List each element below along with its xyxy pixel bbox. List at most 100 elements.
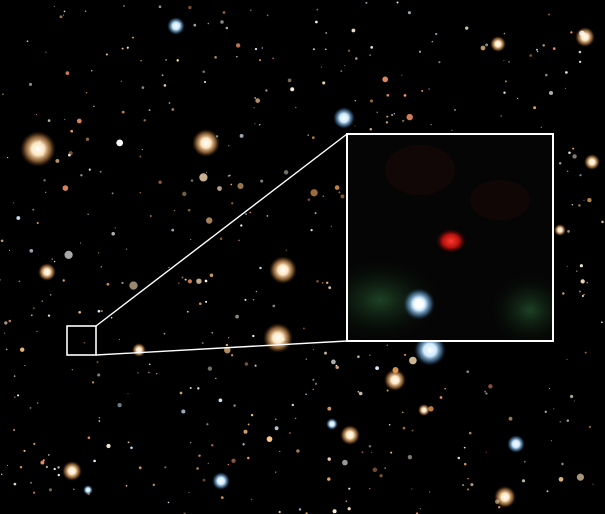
field-star [125,248,128,250]
field-star [32,307,35,310]
field-star [508,61,510,63]
field-star [396,1,399,4]
field-star [62,185,69,191]
field-star [302,327,305,330]
field-star [29,248,34,253]
field-star [149,215,152,217]
field-star [132,36,134,39]
field-star [219,237,223,241]
field-star [470,483,474,487]
field-star [552,47,556,50]
field-star [516,97,519,100]
field-star [386,344,388,346]
field-star [274,418,277,421]
field-star [529,54,533,57]
field-star [338,191,341,194]
field-star [228,145,230,147]
field-star [358,391,363,396]
field-star [258,123,261,126]
field-star [283,170,289,175]
field-star [57,466,60,469]
field-star [230,354,234,357]
field-star [158,180,162,184]
field-star [401,74,403,76]
field-star [365,1,368,4]
field-star [53,5,55,7]
field-star [17,394,20,397]
field-star [498,506,501,509]
field-star [59,15,63,19]
field-star [121,110,125,114]
field-star [439,396,443,399]
field-star [324,351,327,355]
field-star [386,115,389,118]
field-star [138,466,142,470]
field-star [126,46,129,49]
field-star [247,456,250,460]
field-star [91,70,93,72]
field-star [187,208,191,212]
field-star [468,431,472,435]
field-star [171,228,175,232]
field-star [357,355,360,358]
field-star [211,332,213,334]
field-star [47,119,51,122]
field-star [371,451,373,454]
field-star [347,507,351,511]
field-star [250,413,254,417]
field-star [463,446,466,449]
field-star [579,30,585,36]
field-star [235,43,241,48]
field-star [485,451,487,453]
field-star [198,454,201,457]
field-star [202,478,206,482]
field-star [254,364,257,367]
field-star [254,123,256,125]
field-star [403,94,407,97]
field-star [36,402,39,404]
field-star [296,449,300,453]
field-star [376,111,378,114]
field-star [544,73,548,77]
field-star [601,220,604,224]
field-star [41,153,45,156]
field-star [247,423,250,426]
field-star [48,488,53,492]
field-star [542,44,545,47]
field-star [148,363,151,366]
field-star [287,78,292,83]
field-star [485,392,488,395]
field-star [565,71,568,74]
field-star [4,332,6,334]
field-star [368,444,372,448]
field-star [316,8,319,11]
field-star [480,45,486,51]
field-star [578,204,581,207]
field-star [580,279,585,284]
field-star [227,337,230,339]
field-star [386,389,389,392]
field-star [581,295,584,297]
field-star [348,487,351,490]
field-star [190,239,192,241]
field-star [238,239,240,242]
field-star [540,126,542,128]
field-star [578,50,582,54]
field-star [294,417,297,420]
field-star [12,202,14,204]
field-star [266,14,269,17]
field-star [189,386,192,390]
field-star [99,170,102,173]
field-star [249,211,251,214]
field-star [335,364,338,367]
field-star [88,168,91,171]
field-star [62,14,65,16]
field-star [87,492,90,496]
field-star [91,381,95,384]
field-star [336,366,339,369]
field-star [382,76,389,83]
field-star [96,361,99,364]
field-star [6,464,9,466]
field-star [207,22,210,25]
